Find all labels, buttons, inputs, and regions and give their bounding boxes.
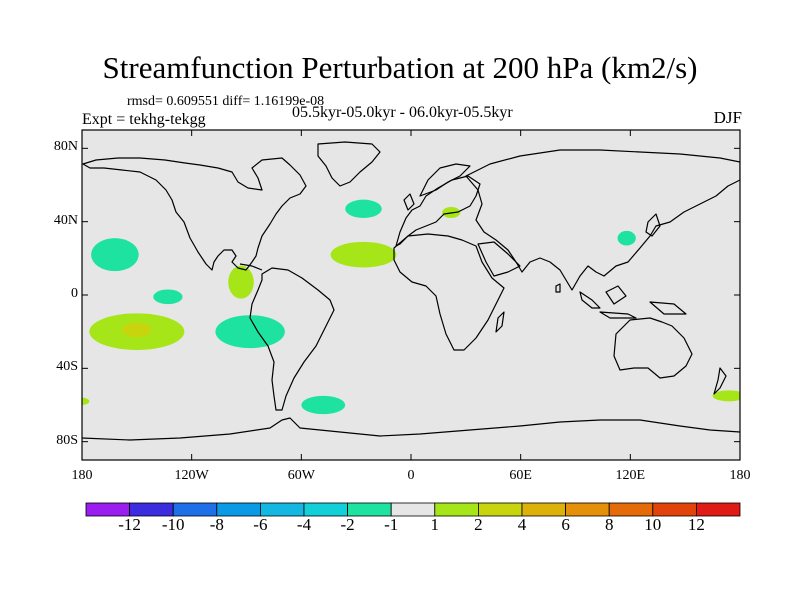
- anomaly-north-pacific-subtropics: [91, 238, 139, 272]
- x-tick-label: 60W: [287, 468, 315, 483]
- colorbar-box: [390, 502, 436, 517]
- colorbar-label: 1: [430, 515, 440, 534]
- anomaly-mexico-gulf: [228, 265, 254, 299]
- anomaly-southern-ocean-near-drake-passage: [301, 395, 346, 415]
- x-tick-label: 60E: [509, 468, 532, 483]
- anomaly-east-china: [617, 230, 636, 246]
- y-tick-label: 40S: [56, 359, 78, 375]
- coast-madagascar: [495, 311, 505, 333]
- coast-british-isles: [403, 193, 415, 211]
- colorbar-label: -1: [384, 515, 399, 534]
- x-tick-label: 120W: [174, 468, 209, 483]
- coast-new-guinea: [649, 301, 687, 315]
- coast-south-america: [249, 267, 335, 411]
- coast-greenland: [317, 141, 381, 187]
- x-tick-label: 0: [407, 468, 415, 483]
- coast-africa: [393, 233, 505, 351]
- coast-japan: [645, 213, 661, 237]
- y-tick-label: 80S: [56, 432, 78, 448]
- colorbar-label: 4: [517, 515, 527, 534]
- coast-cuba: [239, 263, 263, 271]
- y-tick-label: 0: [71, 286, 78, 301]
- anomaly-southern-ocean-east-edge: [712, 390, 740, 402]
- colorbar-box: [696, 502, 741, 517]
- coast-asia: [465, 149, 740, 291]
- season-label: DJF: [713, 108, 742, 127]
- anomaly-south-pacific-core: [122, 322, 152, 338]
- coast-sri-lanka: [555, 283, 561, 293]
- y-tick-label: 40N: [53, 212, 78, 228]
- colorbar-box: [434, 502, 479, 517]
- colorbar-box: [347, 502, 392, 517]
- colorbar-box: [565, 502, 610, 517]
- colorbar-label: -6: [253, 515, 268, 534]
- coast-new-zealand: [713, 367, 727, 395]
- colorbar-label: -2: [340, 515, 355, 534]
- colorbar-label: -4: [296, 515, 312, 534]
- colorbar-label: -10: [161, 515, 185, 534]
- colorbar-box: [303, 502, 348, 517]
- coast-java: [599, 311, 637, 319]
- x-tick-label: 120E: [615, 468, 646, 483]
- colorbar-label: 2: [474, 515, 483, 534]
- colorbar-box: [216, 502, 261, 517]
- colorbar-box: [85, 502, 130, 517]
- anomaly-north-atlantic-midlatitudes: [345, 199, 382, 218]
- anomaly-north-atlantic: [330, 241, 397, 268]
- period-line: 05.5kyr-05.0kyr - 06.0kyr-05.5kyr: [292, 104, 513, 121]
- coast-arabia: [477, 241, 521, 277]
- coast-australia: [613, 317, 693, 379]
- anomaly-central-pacific-near-equator: [153, 289, 183, 305]
- axis-ticks: [81, 130, 741, 460]
- x-tick-label: 180: [71, 468, 93, 483]
- colorbar-box: [608, 502, 654, 517]
- experiment-line: Expt = tekhg-tekgg: [82, 111, 206, 128]
- colorbar-box: [521, 502, 566, 517]
- coast-sumatra: [579, 291, 601, 309]
- chart-title: Streamfunction Perturbation at 200 hPa (…: [102, 50, 698, 85]
- colorbar-label: -12: [118, 515, 141, 534]
- colorbar-box: [477, 502, 523, 517]
- colorbar-label: 6: [561, 515, 570, 534]
- coast-north-america: [82, 157, 307, 271]
- colorbar-label: 12: [687, 515, 705, 534]
- colorbar-label: 8: [604, 515, 614, 534]
- colorbar-label: 10: [644, 515, 662, 534]
- colorbar-box: [172, 502, 218, 517]
- colorbar: [85, 502, 741, 517]
- stats-line: rmsd= 0.609551 diff= 1.16199e-08: [127, 94, 325, 109]
- coast-scandinavia: [419, 163, 471, 197]
- map-background: [82, 130, 740, 460]
- coast-antarctica: [82, 417, 740, 441]
- colorbar-label: -8: [209, 515, 224, 534]
- x-tick-label: 180: [729, 468, 751, 483]
- coastlines: [82, 141, 740, 441]
- colorbar-box: [652, 502, 697, 517]
- anomaly-southeast-pacific: [215, 315, 285, 349]
- colorbar-box: [259, 502, 305, 517]
- colorbar-box: [129, 502, 174, 517]
- anomaly-southern-ocean-west-edge: [82, 397, 90, 405]
- coast-borneo: [605, 285, 627, 305]
- y-tick-label: 80N: [53, 139, 78, 155]
